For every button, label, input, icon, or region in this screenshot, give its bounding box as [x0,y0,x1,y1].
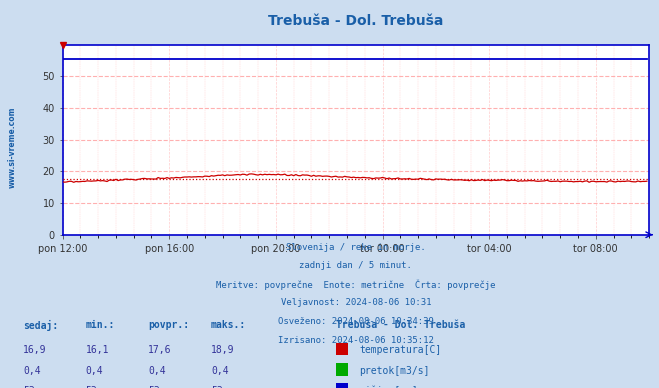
Text: 16,1: 16,1 [86,345,109,355]
Text: 0,4: 0,4 [211,366,229,376]
Text: Meritve: povprečne  Enote: metrične  Črta: povprečje: Meritve: povprečne Enote: metrične Črta:… [216,280,496,290]
Text: zadnji dan / 5 minut.: zadnji dan / 5 minut. [299,261,413,270]
Text: Izrisano: 2024-08-06 10:35:12: Izrisano: 2024-08-06 10:35:12 [278,336,434,345]
Text: 17,6: 17,6 [148,345,172,355]
Text: min.:: min.: [86,320,115,330]
Text: 18,9: 18,9 [211,345,235,355]
Text: 0,4: 0,4 [86,366,103,376]
Text: Trebuša - Dol. Trebuša: Trebuša - Dol. Trebuša [268,14,444,28]
Text: pretok[m3/s]: pretok[m3/s] [359,366,430,376]
Text: 53: 53 [86,386,98,388]
Text: 0,4: 0,4 [148,366,166,376]
Text: 53: 53 [211,386,223,388]
Text: www.si-vreme.com: www.si-vreme.com [8,107,17,188]
Text: Osveženo: 2024-08-06 10:34:39: Osveženo: 2024-08-06 10:34:39 [278,317,434,326]
Text: 53: 53 [148,386,160,388]
Text: višina[cm]: višina[cm] [359,386,418,388]
Text: 53: 53 [23,386,35,388]
Text: maks.:: maks.: [211,320,246,330]
Text: temperatura[C]: temperatura[C] [359,345,442,355]
Text: povpr.:: povpr.: [148,320,189,330]
Text: Trebuša - Dol. Trebuša: Trebuša - Dol. Trebuša [336,320,465,330]
Text: sedaj:: sedaj: [23,320,58,331]
Text: 16,9: 16,9 [23,345,47,355]
Text: 0,4: 0,4 [23,366,41,376]
Text: Slovenija / reke in morje.: Slovenija / reke in morje. [286,242,426,251]
Text: Veljavnost: 2024-08-06 10:31: Veljavnost: 2024-08-06 10:31 [281,298,431,307]
